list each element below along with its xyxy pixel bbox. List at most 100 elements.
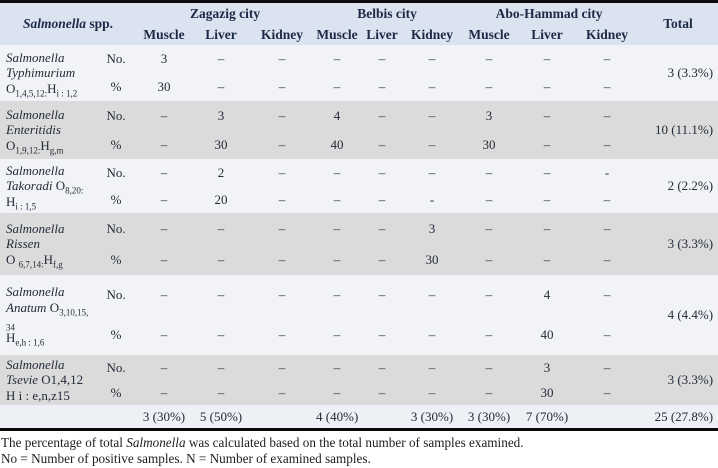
value-cell: – (360, 130, 405, 159)
row-total: 3 (3.3%) (638, 45, 718, 101)
value-cell: – (314, 73, 361, 101)
species-header-rest: spp. (86, 16, 114, 31)
value-cell: – (360, 73, 405, 101)
value-cell: – (360, 186, 405, 213)
value-cell: – (250, 275, 315, 315)
value-cell: – (360, 159, 405, 186)
value-cell: – (576, 213, 639, 244)
pct-label: % (96, 315, 137, 355)
footnotes: The percentage of total Salmonella was c… (0, 431, 718, 466)
value-cell: – (136, 380, 193, 405)
no-label: No. (96, 101, 137, 130)
value-cell: – (250, 130, 315, 159)
value-cell: – (192, 275, 251, 315)
value-cell: – (404, 380, 461, 405)
value-cell: – (314, 355, 361, 380)
species-row: Salmonella Tsevie O1,4,12 H i : e,n,z15 No.… (0, 355, 718, 405)
value-cell: – (192, 380, 251, 405)
value-cell: 40 (518, 315, 577, 355)
value-cell: – (404, 73, 461, 101)
data-table: Salmonella spp. Zagazig city Belbis city… (0, 3, 718, 428)
value-cell: – (460, 315, 519, 355)
species-row: Salmonella Rissen O 6,7,14:Hf,g No. – – – – –3– –… (0, 213, 718, 275)
species-row: Salmonella Typhimurium O1,4,5,12:Hi : 1,2 N… (0, 45, 718, 101)
header-organ-kidney: Kidney (576, 24, 639, 45)
value-cell: – (404, 315, 461, 355)
value-cell: – (136, 244, 193, 275)
no-label: No. (96, 159, 137, 186)
value-cell: 3 (460, 101, 519, 130)
value-cell: – (250, 73, 315, 101)
value-cell: – (518, 45, 577, 73)
value-cell: – (360, 45, 405, 73)
header-organ-kidney: Kidney (250, 24, 315, 45)
value-cell: 3 (518, 355, 577, 380)
species-name: Salmonella Typhimurium O1,4,5,12:Hi : 1,2 (0, 45, 96, 101)
value-cell: – (460, 355, 519, 380)
value-cell: – (250, 186, 315, 213)
row-total: 10 (11.1%) (638, 101, 718, 159)
value-cell: – (192, 45, 251, 73)
footer-empty-cell (0, 405, 137, 428)
header-organ-muscle: Muscle (136, 24, 193, 45)
value-cell: – (250, 244, 315, 275)
value-cell: – (404, 275, 461, 315)
header-city-zagazig: Zagazig city (136, 3, 315, 24)
no-label: No. (96, 275, 137, 315)
value-cell: – (576, 244, 639, 275)
value-cell: – (576, 45, 639, 73)
value-cell: – (460, 380, 519, 405)
footer-total-cell (250, 405, 315, 428)
value-cell: – (192, 73, 251, 101)
value-cell: – (250, 159, 315, 186)
value-cell: – (404, 159, 461, 186)
value-cell: – (136, 315, 193, 355)
value-cell: 3 (404, 213, 461, 244)
footer-total-cell: 4 (40%) (314, 405, 361, 428)
value-cell: – (460, 186, 519, 213)
species-row-pct: % –30–40– –30– – (0, 130, 718, 159)
value-cell: 4 (314, 101, 361, 130)
column-totals-row: 3 (30%) 5 (50%) 4 (40%) 3 (30%) 3 (30%) … (0, 405, 718, 428)
value-cell: – (518, 73, 577, 101)
table-footer: 3 (30%) 5 (50%) 4 (40%) 3 (30%) 3 (30%) … (0, 405, 718, 428)
value-cell: – (518, 130, 577, 159)
table-body: Salmonella Typhimurium O1,4,5,12:Hi : 1,2 N… (0, 45, 718, 405)
value-cell: – (314, 244, 361, 275)
value-cell: – (136, 159, 193, 186)
value-cell: – (518, 159, 577, 186)
species-row-pct: % – – – – – – –40– (0, 315, 718, 355)
value-cell: 20 (192, 186, 251, 213)
footer-total-cell: 3 (30%) (136, 405, 193, 428)
value-cell: – (576, 101, 639, 130)
value-cell: – (518, 186, 577, 213)
species-name: Salmonella Tsevie O1,4,12 H i : e,n,z15 (0, 355, 96, 405)
pct-label: % (96, 73, 137, 101)
header-organ-muscle: Muscle (314, 24, 361, 45)
value-cell: – (576, 130, 639, 159)
value-cell: – (314, 380, 361, 405)
header-city-abohammad: Abo-Hammad city (460, 3, 639, 24)
value-cell: – (576, 380, 639, 405)
value-cell: – (136, 213, 193, 244)
value-cell: – (360, 213, 405, 244)
pct-label: % (96, 380, 137, 405)
footer-grand-total: 25 (27.8%) (638, 405, 718, 428)
value-cell: – (460, 45, 519, 73)
footer-total-cell (360, 405, 405, 428)
header-organ-liver: Liver (192, 24, 251, 45)
value-cell: – (404, 355, 461, 380)
value-cell: - (404, 186, 461, 213)
value-cell: 3 (192, 101, 251, 130)
value-cell: – (360, 380, 405, 405)
species-name: Salmonella Takoradi O8,20: Hi : 1,5 (0, 159, 96, 213)
value-cell: – (314, 213, 361, 244)
value-cell: 30 (136, 73, 193, 101)
footnote-italic-term: Salmonella (126, 435, 186, 450)
value-cell: – (360, 101, 405, 130)
value-cell: – (250, 355, 315, 380)
footer-total-cell (576, 405, 639, 428)
species-row: Salmonella Enteritidis O1,9,12:Hg,m No. –3–4… (0, 101, 718, 159)
value-cell: 30 (518, 380, 577, 405)
